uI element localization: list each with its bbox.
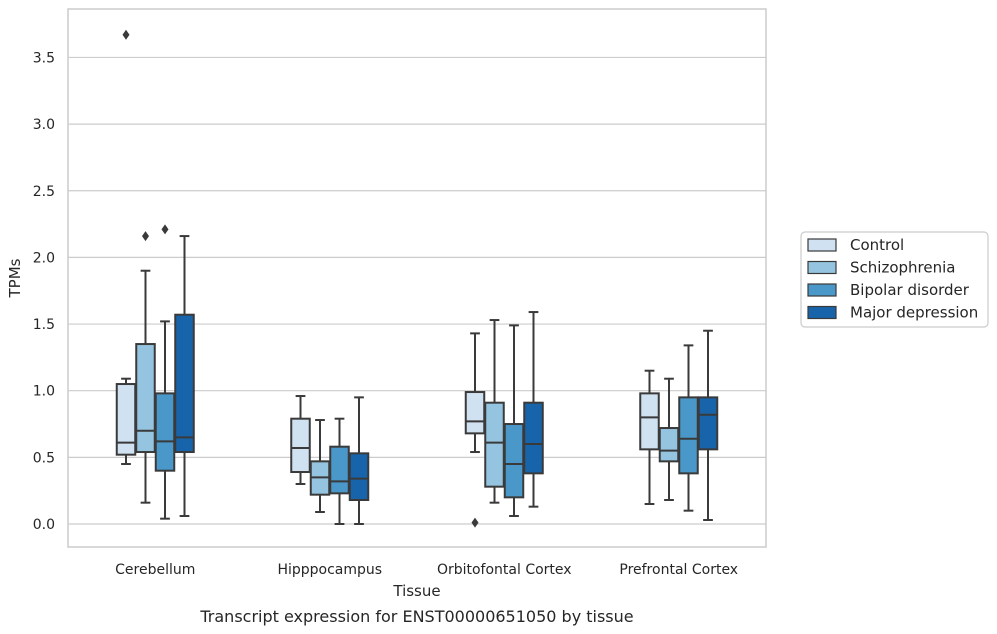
- y-tick-label: 0.5: [33, 450, 55, 466]
- box: [348, 396, 370, 525]
- box: [135, 231, 156, 504]
- x-tick-label: Hipppocampus: [277, 562, 382, 578]
- box-iqr: [484, 401, 505, 488]
- box-iqr: [348, 452, 370, 502]
- x-tick-label: Orbitofontal Cortex: [437, 562, 572, 578]
- legend-label: Control: [850, 236, 904, 254]
- box: [484, 319, 505, 504]
- x-tick-label: Prefrontal Cortex: [619, 562, 738, 578]
- box: [309, 419, 331, 514]
- y-tick-labels: 0.0 0.5 1.0 1.5 2.0 2.5 3.0 3.5: [33, 50, 55, 533]
- box-iqr: [174, 313, 195, 454]
- box: [464, 332, 486, 528]
- legend-swatch: [807, 305, 837, 320]
- box-iqr: [503, 423, 525, 499]
- box-iqr: [154, 392, 176, 472]
- legend-label: Bipolar disorder: [850, 281, 970, 299]
- y-tick-label: 1.0: [33, 384, 55, 400]
- box: [678, 344, 699, 512]
- box: [154, 224, 176, 520]
- box-iqr: [658, 427, 680, 463]
- box-iqr: [290, 417, 311, 474]
- figure-caption: Transcript expression for ENST0000065105…: [199, 607, 633, 626]
- y-tick-label: 1.5: [33, 317, 55, 333]
- x-tick-labels: Cerebellum Hipppocampus Orbitofontal Corte…: [115, 562, 738, 578]
- x-tick-label: Cerebellum: [115, 562, 195, 578]
- legend-swatch: [807, 238, 837, 252]
- box-iqr: [135, 343, 156, 454]
- legend-swatch: [807, 260, 837, 275]
- outlier-point: [471, 517, 479, 528]
- box: [115, 29, 137, 466]
- box-iqr: [329, 445, 350, 495]
- box: [290, 395, 311, 486]
- y-tick-label: 0.0: [33, 517, 55, 533]
- legend-label: Major depression: [850, 304, 978, 322]
- box: [697, 329, 719, 522]
- x-axis-label: Tissue: [392, 582, 440, 600]
- box: [523, 311, 544, 508]
- series-schizophrenia: [135, 231, 680, 514]
- y-tick-label: 2.0: [33, 250, 55, 266]
- box: [174, 235, 195, 518]
- y-axis-label: TPMs: [6, 258, 24, 298]
- series-major-depression: [174, 235, 719, 525]
- series-bipolar-disorder: [154, 224, 699, 525]
- box-iqr: [697, 396, 719, 451]
- box: [658, 377, 680, 502]
- y-tick-label: 3.5: [33, 50, 55, 66]
- box: [639, 369, 660, 506]
- box: [329, 417, 350, 525]
- legend: Control Schizophrenia Bipolar disorder Majo…: [800, 231, 989, 328]
- y-tick-label: 3.0: [33, 117, 55, 133]
- y-tick-label: 2.5: [33, 184, 55, 200]
- series-control: [115, 29, 660, 528]
- box-iqr: [523, 401, 544, 475]
- box-iqr: [639, 392, 660, 451]
- outlier-point: [122, 29, 130, 40]
- legend-label: Schizophrenia: [850, 259, 955, 277]
- outlier-point: [161, 224, 169, 235]
- box-iqr: [678, 396, 699, 475]
- box-iqr: [115, 383, 137, 456]
- plot-frame: [67, 8, 767, 548]
- box: [503, 324, 525, 518]
- box-series: [115, 29, 719, 528]
- legend-swatch: [807, 283, 837, 297]
- box-iqr: [464, 391, 486, 435]
- legend-frame: [800, 231, 989, 328]
- outlier-point: [142, 231, 149, 242]
